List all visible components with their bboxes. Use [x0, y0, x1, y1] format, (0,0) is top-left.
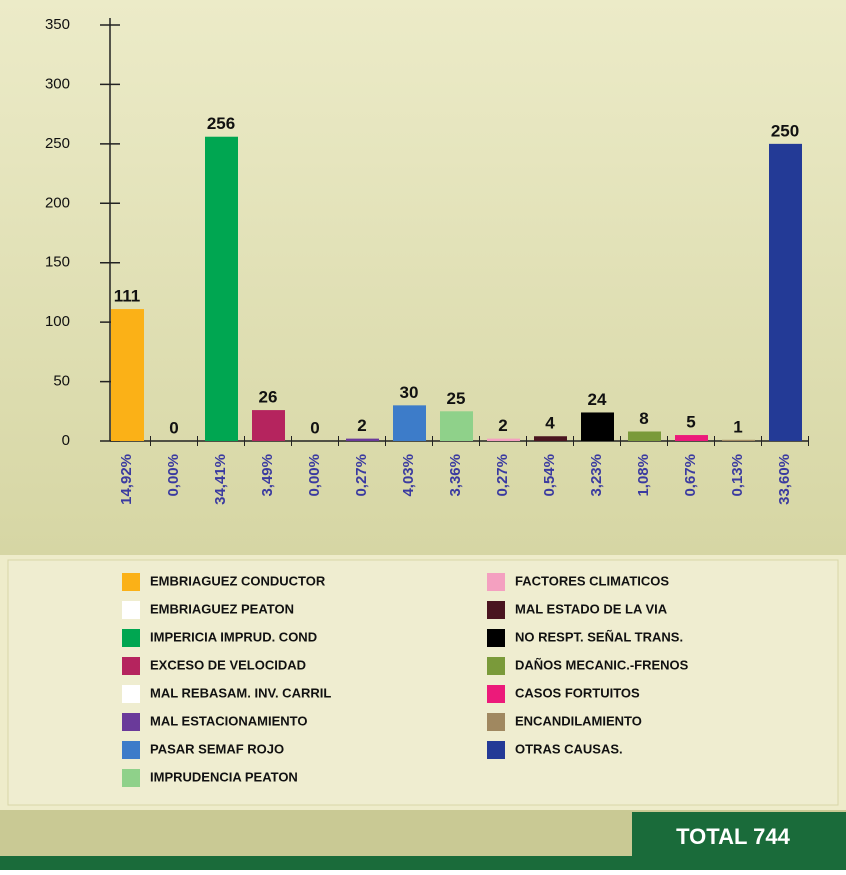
legend-label: MAL REBASAM. INV. CARRIL [150, 685, 331, 700]
value-label: 111 [114, 287, 141, 306]
legend-label: PASAR SEMAF ROJO [150, 741, 284, 756]
percentage-label: 0,00% [306, 454, 323, 497]
y-tick-label: 50 [53, 373, 70, 390]
legend-label: ENCANDILAMIENTO [515, 713, 642, 728]
percentage-label: 33,60% [776, 454, 793, 505]
plot-background [0, 0, 846, 555]
legend-label: EMBRIAGUEZ PEATON [150, 601, 294, 616]
y-tick-label: 350 [45, 16, 70, 33]
legend-label: OTRAS CAUSAS. [515, 741, 623, 756]
legend-label: MAL ESTACIONAMIENTO [150, 713, 307, 728]
bar [675, 435, 708, 441]
total-box [632, 812, 846, 858]
legend-label: EXCESO DE VELOCIDAD [150, 657, 306, 672]
percentage-label: 4,03% [400, 454, 417, 497]
y-tick-label: 150 [45, 254, 70, 271]
bar [440, 411, 473, 441]
bar [487, 438, 520, 441]
y-tick-label: 300 [45, 75, 70, 92]
value-label: 26 [259, 388, 278, 407]
legend-label: EMBRIAGUEZ CONDUCTOR [150, 573, 326, 588]
value-label: 24 [588, 390, 607, 409]
value-label: 2 [357, 416, 366, 435]
legend-swatch [122, 769, 140, 787]
y-tick-label: 100 [45, 313, 70, 330]
legend-swatch [487, 629, 505, 647]
legend-label: DAÑOS MECANIC.-FRENOS [515, 657, 689, 672]
bar [769, 143, 802, 441]
bar [581, 412, 614, 441]
percentage-label: 0,54% [541, 454, 558, 497]
legend-swatch [122, 657, 140, 675]
percentage-label: 0,00% [165, 454, 182, 497]
legend-label: CASOS FORTUITOS [515, 685, 640, 700]
percentage-label: 3,49% [259, 454, 276, 497]
legend-swatch [487, 685, 505, 703]
percentage-label: 3,36% [447, 454, 464, 497]
total-label: TOTAL 744 [676, 824, 790, 849]
value-label: 5 [686, 413, 695, 432]
legend-swatch [487, 741, 505, 759]
legend-label: FACTORES CLIMATICOS [515, 573, 669, 588]
percentage-label: 1,08% [635, 454, 652, 497]
y-tick-label: 0 [62, 432, 70, 449]
percentage-label: 0,67% [682, 454, 699, 497]
legend-swatch [122, 573, 140, 591]
bar [252, 410, 285, 441]
legend-label: IMPERICIA IMPRUD. COND [150, 629, 317, 644]
legend-swatch [487, 713, 505, 731]
legend-swatch [122, 713, 140, 731]
legend-box [7, 559, 839, 806]
legend-label: MAL ESTADO DE LA VIA [515, 601, 668, 616]
value-label: 0 [310, 418, 319, 437]
legend-swatch [122, 629, 140, 647]
y-tick-label: 250 [45, 135, 70, 152]
value-label: 2 [498, 416, 507, 435]
percentage-label: 34,41% [212, 454, 229, 505]
bar [346, 438, 379, 441]
bar [393, 405, 426, 441]
value-label: 250 [771, 121, 799, 140]
bar [628, 431, 661, 441]
legend-swatch [122, 601, 140, 619]
value-label: 30 [400, 383, 419, 402]
bottom-band [0, 856, 846, 870]
value-label: 1 [733, 417, 742, 436]
value-label: 256 [207, 114, 235, 133]
percentage-label: 14,92% [118, 454, 135, 505]
bar [534, 436, 567, 441]
percentage-label: 0,13% [729, 454, 746, 497]
value-label: 0 [169, 418, 178, 437]
value-label: 8 [639, 409, 648, 428]
legend-swatch [487, 601, 505, 619]
bar [111, 309, 144, 441]
legend-label: NO RESPT. SEÑAL TRANS. [515, 629, 683, 644]
legend-swatch [487, 573, 505, 591]
bar [722, 439, 755, 441]
value-label: 4 [545, 414, 555, 433]
legend-swatch [487, 657, 505, 675]
percentage-label: 3,23% [588, 454, 605, 497]
legend-label: IMPRUDENCIA PEATON [150, 769, 298, 784]
value-label: 25 [447, 389, 466, 408]
percentage-label: 0,27% [353, 454, 370, 497]
legend-swatch [122, 741, 140, 759]
bar [205, 136, 238, 441]
legend-swatch [122, 685, 140, 703]
percentage-label: 0,27% [494, 454, 511, 497]
y-tick-label: 200 [45, 194, 70, 211]
